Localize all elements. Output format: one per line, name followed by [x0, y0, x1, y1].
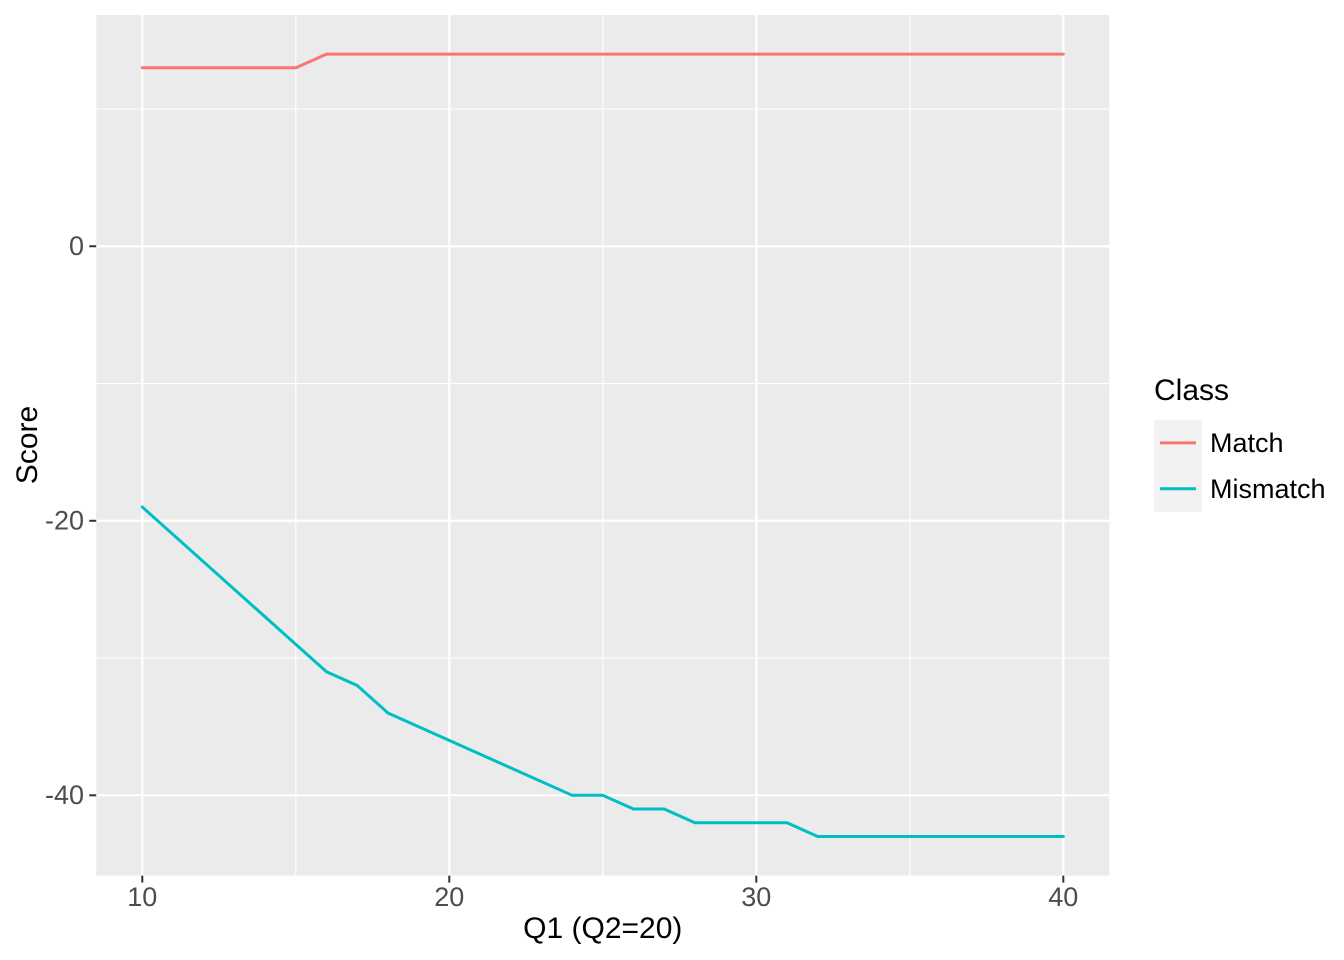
svg-text:20: 20: [434, 882, 464, 912]
svg-text:Score: Score: [11, 406, 44, 484]
svg-text:0: 0: [69, 231, 84, 261]
svg-text:10: 10: [127, 882, 157, 912]
svg-text:-40: -40: [45, 780, 84, 810]
svg-text:Class: Class: [1154, 374, 1229, 407]
svg-text:Q1 (Q2=20): Q1 (Q2=20): [523, 912, 682, 945]
svg-text:40: 40: [1048, 882, 1078, 912]
svg-text:Match: Match: [1210, 428, 1284, 458]
svg-text:30: 30: [741, 882, 771, 912]
svg-text:-20: -20: [45, 506, 84, 536]
svg-text:Mismatch: Mismatch: [1210, 474, 1326, 504]
